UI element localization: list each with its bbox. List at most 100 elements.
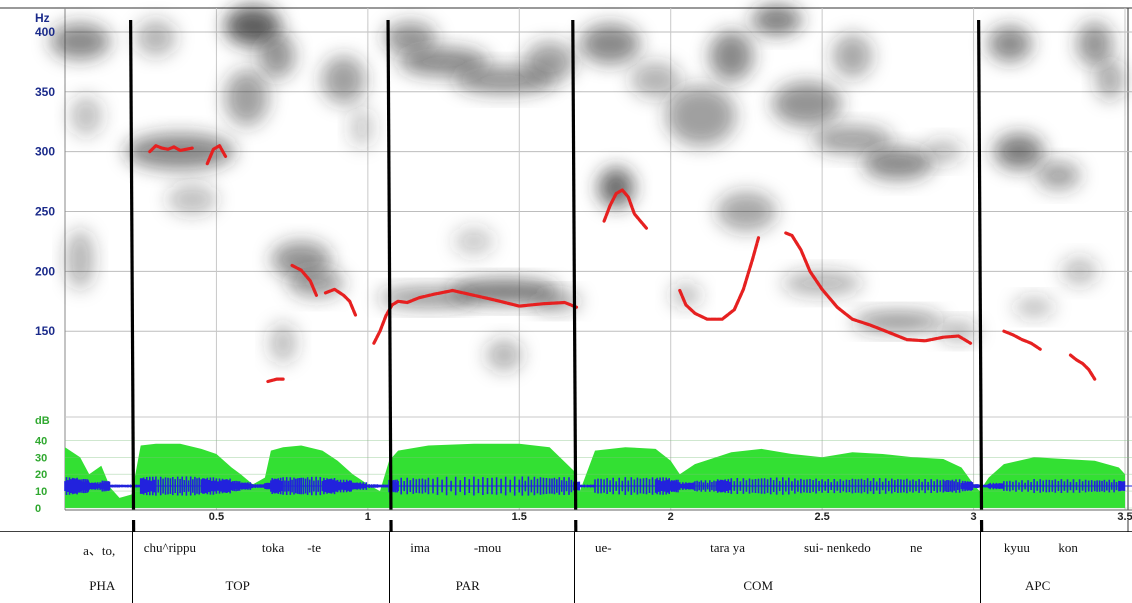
- spectrogram-blob-21: [453, 227, 494, 256]
- spectrogram-blob-14: [384, 21, 437, 54]
- word-label: a、to,: [83, 543, 116, 558]
- f0-contour-3: [290, 263, 318, 297]
- spectrogram-blob-1: [66, 229, 95, 290]
- spectrogram-blob-24: [580, 23, 641, 64]
- db-tick-label: 20: [35, 469, 47, 481]
- spectrogram-blob-2: [70, 95, 103, 136]
- spectrogram-blob-12: [321, 55, 366, 104]
- word-label: tara ya: [710, 540, 746, 555]
- spectrogram-blob-27: [709, 30, 754, 81]
- x-tick-label: 0.5: [209, 511, 224, 523]
- y-axis-unit: Hz: [35, 11, 50, 25]
- f0-contour-10: [1068, 353, 1097, 381]
- spectrogram-blob-20: [530, 291, 581, 312]
- segment-label: TOP: [225, 578, 250, 593]
- f0-contour-1: [205, 144, 228, 166]
- spectrogram-blob-8: [259, 33, 295, 78]
- tier-interval-2: [389, 532, 574, 603]
- spectrogram-blob-36: [782, 271, 863, 296]
- word-label: -mou: [473, 540, 502, 555]
- word-label: toka: [261, 540, 285, 555]
- spectrogram-blob-26: [666, 85, 736, 146]
- spectrogram-blob-32: [812, 125, 893, 154]
- spectrogram-blob-40: [994, 133, 1044, 170]
- f0-contour-0: [148, 144, 194, 154]
- word-label: ue-: [595, 540, 612, 555]
- phrase-boundary-1: [386, 19, 393, 532]
- f0-contour-7: [678, 236, 761, 321]
- spectrogram-blob-30: [670, 283, 701, 308]
- word-label: ne: [909, 540, 923, 555]
- db-axis-unit: dB: [35, 415, 50, 427]
- y-tick-label: 350: [35, 85, 55, 99]
- spectrogram-blob-7: [224, 69, 269, 126]
- segment-label: APC: [1025, 578, 1051, 593]
- segment-label: COM: [743, 578, 774, 593]
- spectrogram-blob-44: [1014, 297, 1055, 318]
- x-tick-label: 3.5: [1117, 511, 1132, 523]
- spectrogram-blob-17: [524, 41, 575, 82]
- f0-contour-2: [266, 377, 285, 384]
- word-label: chu^rippu: [143, 540, 197, 555]
- y-tick-label: 300: [35, 145, 55, 159]
- f0-contour-5: [372, 288, 579, 345]
- db-tick-label: 40: [35, 435, 47, 447]
- spectrogram-blob-31: [772, 81, 842, 126]
- spectrogram-blob-22: [486, 339, 523, 372]
- x-tick-label: 2: [668, 511, 674, 523]
- spectrogram-blob-39: [987, 25, 1032, 62]
- x-axis-strip: [65, 510, 1132, 520]
- db-tick-label: 30: [35, 452, 47, 464]
- spectrogram-blob-11: [269, 323, 298, 364]
- db-tick-label: 10: [35, 486, 47, 498]
- segment-label: PHA: [89, 578, 116, 593]
- spectrogram-blob-0: [50, 23, 111, 60]
- spectrogram-blob-13: [349, 107, 374, 148]
- spectrogram-blob-3: [135, 19, 176, 56]
- spectrogram-blob-6: [224, 5, 281, 46]
- word-label: sui- nenkedo: [803, 540, 871, 555]
- spectrogram-blob-28: [751, 4, 802, 35]
- x-tick-label: 2.5: [814, 511, 829, 523]
- spectrogram-blob-23: [598, 167, 635, 208]
- spectrogram-blob-42: [1076, 21, 1113, 66]
- spectrogram-blob-33: [862, 147, 933, 180]
- tier-interval-4: [979, 532, 1132, 603]
- spectrogram-blob-25: [630, 61, 681, 98]
- word-label: kyuu: [1003, 540, 1030, 555]
- word-label: ima: [410, 540, 430, 555]
- f0-contour-6: [602, 188, 649, 230]
- spectrogram-blob-41: [1036, 161, 1081, 190]
- spectrogram-blob-19: [449, 279, 560, 304]
- y-tick-label: 250: [35, 205, 55, 219]
- spectrogram-blob-43: [1061, 257, 1098, 286]
- spectrogram-blob-37: [852, 311, 943, 332]
- spectrogram-blob-5: [167, 184, 218, 215]
- phrase-boundary-2: [571, 19, 578, 532]
- tier-interval-1: [131, 532, 389, 603]
- word-label: kon: [1058, 540, 1078, 555]
- spectrogram-chart: Hz 150 200 250 300 350 400 dB 0 10 20 30 40 0.5 1 1.5 2 2…: [0, 4, 1132, 532]
- x-tick-label: 1: [365, 511, 371, 523]
- x-tick-label: 3: [971, 511, 977, 523]
- x-tick-label: 1.5: [512, 511, 527, 523]
- plot-area: [65, 8, 1132, 510]
- phrase-boundary-3: [977, 19, 984, 532]
- spectrogram-blob-34: [832, 33, 873, 78]
- word-label: -te: [307, 540, 321, 555]
- spectrogram-blob-15: [398, 47, 489, 76]
- y-tick-label: 400: [35, 25, 55, 39]
- y-tick-label: 200: [35, 264, 55, 278]
- transcription-tier: a、to, chu^rippu toka -te ima -mou ue-tara ya su…: [0, 532, 1132, 603]
- spectrogram-blob-35: [923, 139, 964, 164]
- f0-contour-9: [1002, 329, 1042, 351]
- spectrogram-blob-9: [271, 241, 332, 278]
- f0-contour-8: [784, 231, 973, 345]
- segment-label: PAR: [455, 578, 480, 593]
- phrase-boundary-0: [129, 19, 136, 532]
- y-tick-label: 150: [35, 324, 55, 338]
- spectrogram-blob-45: [1095, 59, 1124, 100]
- spectrogram-blob-29: [716, 191, 777, 232]
- f0-contour-4: [323, 287, 358, 318]
